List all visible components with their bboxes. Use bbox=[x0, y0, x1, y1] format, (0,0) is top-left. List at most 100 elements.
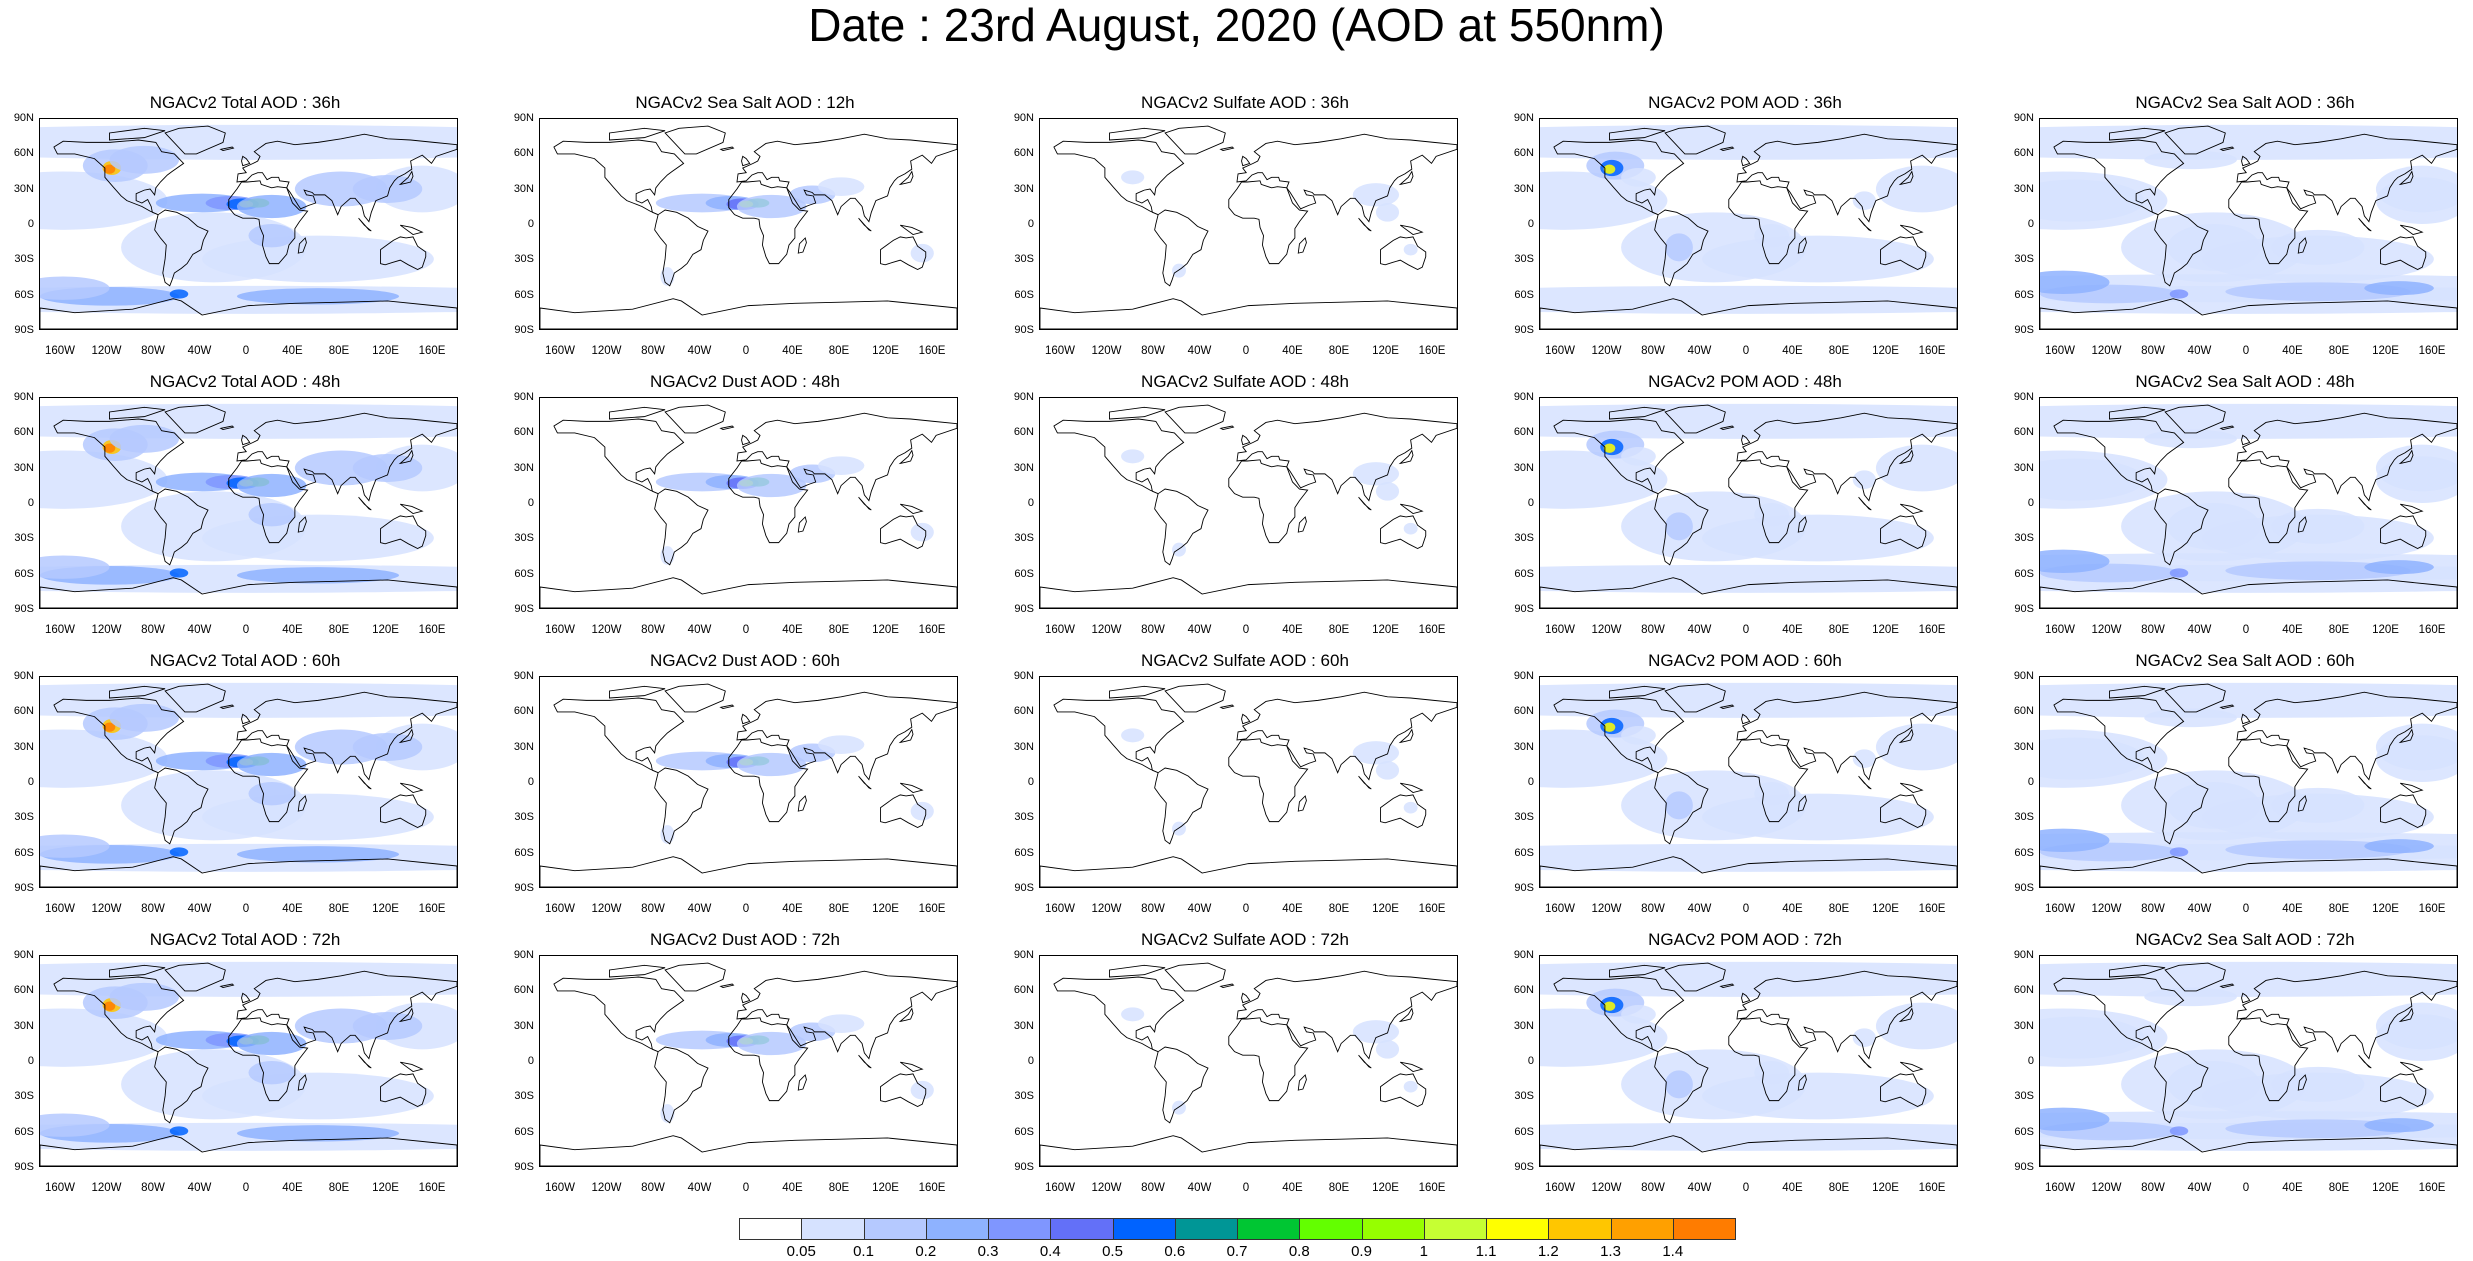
lat-tick-label: 90N bbox=[513, 949, 534, 961]
aod-plume bbox=[2040, 179, 2145, 222]
coastline bbox=[719, 425, 735, 430]
lon-tick-label: 80W bbox=[1641, 1182, 1665, 1194]
coastline bbox=[728, 459, 809, 544]
coastline bbox=[858, 217, 872, 232]
panel-title: NGACv2 Dust AOD : 72h bbox=[650, 930, 840, 949]
lon-tick-label: 120E bbox=[1372, 624, 1399, 636]
aod-plume bbox=[1754, 782, 1790, 806]
aod-plume bbox=[169, 289, 189, 299]
lon-tick-label: 120W bbox=[1591, 624, 1622, 636]
lon-tick-label: 40W bbox=[1187, 1182, 1212, 1194]
lat-tick-label: 30N bbox=[513, 182, 534, 195]
map-frame bbox=[39, 118, 458, 330]
coastline bbox=[164, 962, 226, 992]
aod-map bbox=[40, 682, 457, 887]
colorbar-swatch bbox=[925, 1218, 989, 1240]
lat-tick-label: 30N bbox=[13, 461, 34, 474]
lat-tick-label: 60N bbox=[1013, 147, 1034, 160]
map-frame bbox=[1039, 397, 1458, 609]
coastline bbox=[1040, 298, 1457, 329]
aod-plume bbox=[352, 454, 423, 482]
coastline bbox=[1400, 1061, 1424, 1072]
aod-plume bbox=[202, 1072, 434, 1120]
aod-plume bbox=[40, 1008, 168, 1067]
coastline bbox=[380, 236, 427, 270]
aod-plume bbox=[2271, 1066, 2365, 1102]
coastline bbox=[1719, 704, 1735, 709]
lon-tick-label: 160E bbox=[418, 903, 446, 915]
colorbar-tick-label: 1.3 bbox=[1600, 1243, 1621, 1260]
lat-tick-label: 90N bbox=[513, 391, 534, 403]
lon-tick-label: 40E bbox=[1282, 903, 1303, 915]
coastline bbox=[2053, 139, 2185, 216]
lat-tick-label: 90S bbox=[1014, 323, 1034, 336]
lon-tick-label: 40W bbox=[187, 903, 212, 915]
lon-tick-label: 160E bbox=[2418, 903, 2446, 915]
lon-tick-label: 160E bbox=[918, 1182, 946, 1194]
lon-tick-label: 160W bbox=[2044, 345, 2076, 357]
aod-plume bbox=[236, 752, 307, 777]
colorbar-swatch bbox=[1050, 1218, 1114, 1240]
coastline bbox=[398, 449, 414, 465]
lat-tick-label: 30N bbox=[13, 182, 34, 195]
lat-tick-label: 60S bbox=[514, 1125, 534, 1138]
coastline bbox=[2154, 488, 2209, 566]
lon-tick-label: 160W bbox=[1544, 345, 1576, 357]
aod-plume bbox=[1403, 801, 1418, 814]
coastline bbox=[1380, 794, 1427, 828]
lon-tick-label: 40E bbox=[782, 1182, 803, 1194]
coastline bbox=[219, 983, 235, 988]
aod-plume bbox=[818, 735, 865, 754]
coastline bbox=[2109, 406, 2166, 420]
coastline bbox=[398, 1007, 414, 1023]
coastline bbox=[900, 782, 924, 793]
aod-plume bbox=[40, 450, 168, 509]
lat-tick-label: 60S bbox=[1514, 288, 1534, 301]
lon-tick-label: 40W bbox=[687, 345, 712, 357]
lon-tick-label: 120E bbox=[372, 1182, 399, 1194]
coastline bbox=[154, 209, 209, 287]
lon-tick-label: 40E bbox=[282, 903, 303, 915]
lat-tick-label: 30S bbox=[1514, 811, 1534, 824]
lat-tick-label: 60S bbox=[514, 846, 534, 859]
coastline bbox=[2358, 496, 2372, 511]
lat-tick-label: 30N bbox=[1513, 1019, 1534, 1032]
lon-tick-label: 80W bbox=[641, 345, 665, 357]
lon-tick-label: 120W bbox=[591, 624, 622, 636]
coastline bbox=[797, 516, 807, 533]
lat-tick-label: 30S bbox=[14, 811, 34, 824]
aod-plume bbox=[660, 546, 675, 565]
lat-tick-label: 60S bbox=[1014, 846, 1034, 859]
coastline bbox=[1219, 146, 1235, 151]
map-frame bbox=[2039, 955, 2458, 1167]
coastline bbox=[236, 412, 457, 502]
coastline bbox=[2228, 459, 2309, 544]
coastline bbox=[380, 1073, 427, 1107]
lat-tick-label: 90S bbox=[14, 323, 34, 336]
map-panel: NGACv2 Sea Salt AOD : 12h 90N 60N 30N 0 30S 60… bbox=[500, 94, 970, 357]
aod-plume bbox=[103, 164, 116, 174]
coastline bbox=[1880, 236, 1927, 270]
lat-tick-label: 60S bbox=[2014, 846, 2034, 859]
map-panel: NGACv2 Dust AOD : 60h 90N 60N 30N 0 30S 60S 90S… bbox=[500, 651, 970, 915]
lon-tick-label: 0 bbox=[2242, 624, 2250, 636]
lon-tick-label: 40W bbox=[1687, 1182, 1712, 1194]
colorbar-tick-label: 0.6 bbox=[1164, 1243, 1186, 1260]
figure-title: Date : 23rd August, 2020 (AOD at 550nm) bbox=[808, 0, 1665, 51]
coastline bbox=[858, 1054, 872, 1069]
panel-title: NGACv2 Dust AOD : 60h bbox=[650, 651, 840, 670]
coastline bbox=[228, 180, 309, 265]
lat-tick-label: 90S bbox=[1014, 1160, 1034, 1173]
coastline bbox=[53, 976, 185, 1053]
lon-tick-label: 160E bbox=[1918, 1182, 1946, 1194]
lon-tick-label: 80W bbox=[141, 903, 165, 915]
aod-plume bbox=[1121, 728, 1145, 743]
lat-tick-label: 60S bbox=[514, 567, 534, 580]
aod-plume bbox=[2225, 282, 2411, 301]
lon-tick-label: 40E bbox=[2282, 1182, 2303, 1194]
coastline bbox=[400, 1061, 424, 1072]
lat-tick-label: 30N bbox=[2013, 740, 2034, 753]
lat-tick-label: 0 bbox=[27, 217, 34, 230]
map-panel: NGACv2 Total AOD : 36h 90N 60N 30N 0 30S 60S 90… bbox=[0, 94, 470, 357]
coastline bbox=[2109, 685, 2166, 699]
